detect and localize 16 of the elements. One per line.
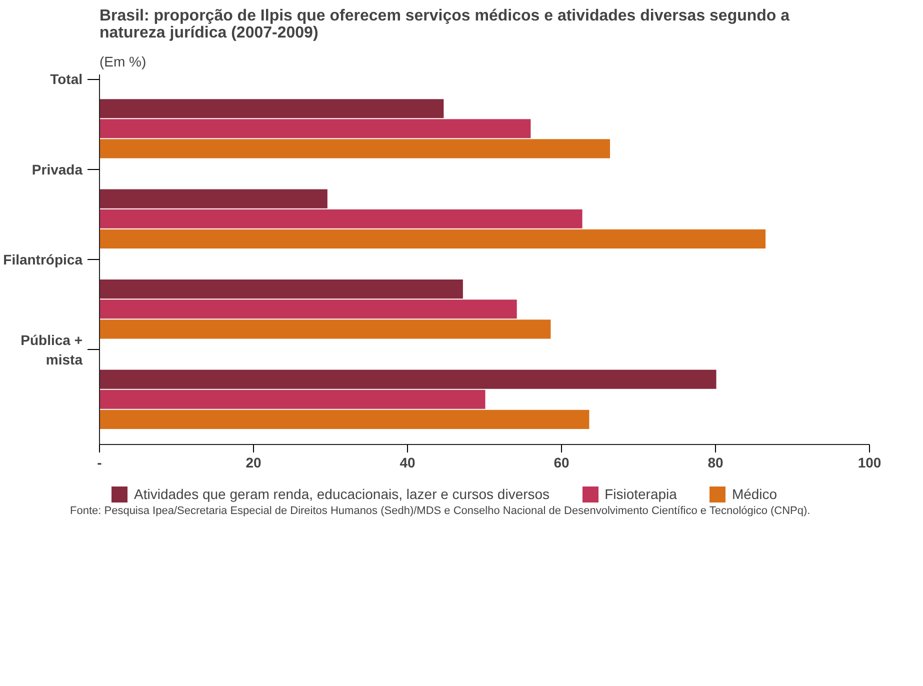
x-tick-label: 60 [554,454,570,470]
legend-label: Fisioterapia [604,486,677,502]
x-tick-label: - [97,454,102,470]
chart-title: Brasil: proporção de Ilpis que oferecem serviços médicos e atividades diversas segundo a natureza jurídica (2007-2009) [100,8,790,42]
y-tick-label: Privada [32,161,83,178]
chart-subtitle: (Em %) [100,54,146,70]
legend-label: Atividades que geram renda, educacionais, lazer e cursos diversos [134,486,550,502]
x-tick-label: 40 [400,454,416,470]
y-tick-label: Total [50,71,83,88]
source-note: Fonte: Pesquisa Ipea/Secretaria Especial de Direitos Humanos (Sedh)/MDS e Conselho Nacional de Desenvolvimento Científico e Tecnológico (CNPq). [70,504,810,519]
legend-label: Médico [732,486,778,502]
x-tick-label: 20 [246,454,262,470]
x-tick-label: 80 [708,454,724,470]
x-tick-label: 100 [858,454,882,470]
y-tick-label: Filantrópica [3,252,83,268]
y-tick-label: Pública + mista [20,332,83,368]
